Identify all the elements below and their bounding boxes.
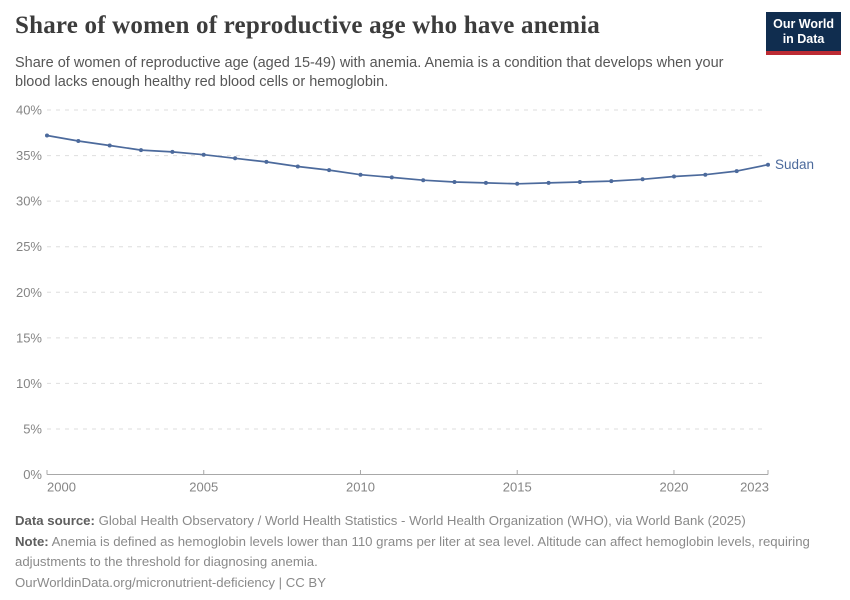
y-tick-label-20: 20%	[16, 285, 42, 300]
footer-url[interactable]: OurWorldinData.org/micronutrient-deficie…	[15, 575, 327, 590]
data-point-sudan-2013[interactable]	[452, 180, 457, 184]
page-title: Share of women of reproductive age who h…	[15, 12, 600, 39]
data-point-sudan-2019[interactable]	[640, 177, 645, 182]
y-tick-label-15: 15%	[16, 330, 42, 345]
data-point-sudan-2001[interactable]	[76, 139, 81, 143]
line-chart[interactable]: 0% 5% 10% 15% 20% 25% 30% 35% 40% 2000 2005 2010 201…	[0, 95, 850, 505]
data-point-sudan-2015[interactable]	[515, 181, 520, 186]
data-source-line: Data source: Global Health Observatory /…	[15, 511, 827, 531]
y-tick-label-0: 0%	[23, 467, 42, 482]
note-text: Anemia is defined as hemoglobin levels l…	[15, 534, 810, 569]
data-point-sudan-2004[interactable]	[170, 149, 175, 154]
y-tick-label-40: 40%	[16, 103, 42, 118]
data-point-sudan-2021[interactable]	[703, 172, 708, 177]
data-point-sudan-2016[interactable]	[546, 180, 551, 185]
owid-logo-line-2: in Data	[782, 32, 825, 46]
y-tick-label-5: 5%	[23, 421, 42, 436]
data-point-sudan-2000[interactable]	[45, 133, 49, 138]
data-point-sudan-2023[interactable]	[766, 162, 770, 167]
note-label: Note:	[15, 534, 49, 549]
owid-logo[interactable]: Our World in Data	[766, 12, 841, 55]
y-tick-label-30: 30%	[16, 194, 42, 209]
data-point-sudan-2014[interactable]	[483, 180, 488, 185]
data-point-sudan-2012[interactable]	[421, 178, 426, 183]
y-tick-label-35: 35%	[16, 148, 42, 163]
series-label-sudan[interactable]: Sudan	[775, 157, 814, 172]
owid-logo-line-1: Our World	[773, 17, 834, 31]
x-tick-label-2023: 2023	[740, 480, 769, 495]
chart-footer: Data source: Global Health Observatory /…	[15, 511, 827, 593]
y-tick-label-10: 10%	[16, 376, 42, 391]
data-point-sudan-2007[interactable]	[264, 159, 269, 164]
x-tick-label-2000: 2000	[47, 480, 76, 495]
data-point-sudan-2003[interactable]	[139, 148, 143, 153]
data-point-sudan-2010[interactable]	[358, 172, 363, 177]
data-point-sudan-2002[interactable]	[107, 143, 112, 148]
data-point-sudan-2022[interactable]	[734, 169, 739, 174]
note-line: Note: Anemia is defined as hemoglobin le…	[15, 532, 827, 572]
sudan-line[interactable]	[46, 134, 769, 185]
y-tick-label-25: 25%	[16, 239, 42, 254]
data-point-sudan-2018[interactable]	[609, 179, 614, 184]
data-point-sudan-2017[interactable]	[577, 180, 582, 184]
x-tick-label-2020: 2020	[659, 480, 688, 495]
data-source-label: Data source:	[15, 513, 95, 528]
x-tick-label-2005: 2005	[189, 480, 218, 495]
chart-subtitle: Share of women of reproductive age (aged…	[15, 55, 724, 90]
data-point-sudan-2009[interactable]	[327, 168, 332, 173]
data-point-sudan-2020[interactable]	[672, 174, 676, 179]
data-point-sudan-2005[interactable]	[201, 152, 206, 157]
data-source-text: Global Health Observatory / World Health…	[98, 513, 746, 528]
data-point-sudan-2008[interactable]	[295, 164, 300, 169]
data-point-sudan-2011[interactable]	[389, 175, 394, 180]
x-tick-label-2015: 2015	[503, 480, 532, 495]
x-tick-label-2010: 2010	[346, 480, 375, 495]
data-point-sudan-2006[interactable]	[233, 156, 238, 161]
